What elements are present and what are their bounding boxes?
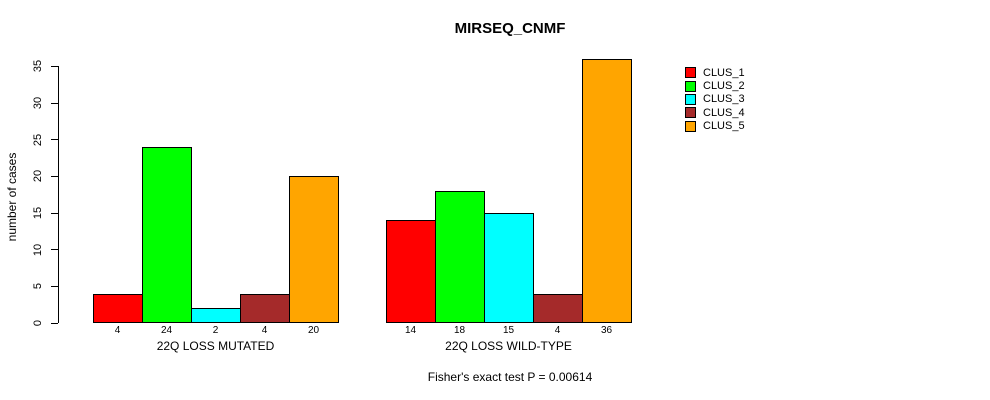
- bar-clus_1-group1: [93, 294, 143, 323]
- y-tick: [51, 285, 58, 287]
- y-tick-label: 20: [32, 170, 44, 183]
- bar-clus_3-group1: [191, 308, 241, 323]
- y-tick-label: 25: [32, 133, 44, 146]
- bar-value-label: 36: [600, 325, 613, 336]
- y-tick: [51, 65, 58, 67]
- legend-label: CLUS_3: [703, 93, 745, 106]
- legend-swatch: [685, 80, 696, 92]
- bar-clus_1-group2: [386, 220, 436, 323]
- legend-item: CLUS_3: [685, 93, 745, 106]
- legend-item: CLUS_4: [685, 106, 745, 119]
- bar-clus_2-group1: [142, 147, 192, 323]
- legend-swatch: [685, 120, 696, 132]
- bar-clus_3-group2: [484, 213, 534, 323]
- legend-label: CLUS_5: [703, 120, 745, 133]
- bar-clus_2-group2: [435, 191, 485, 323]
- legend: CLUS_1 CLUS_2 CLUS_3 CLUS_4 CLUS_5: [685, 66, 745, 133]
- chart-title: MIRSEQ_CNMF: [454, 20, 566, 37]
- legend-item: CLUS_5: [685, 120, 745, 133]
- y-tick-label: 5: [32, 283, 44, 290]
- y-tick: [51, 102, 58, 104]
- y-tick: [51, 175, 58, 177]
- bar-value-label: 24: [160, 325, 173, 336]
- bar-value-label: 4: [114, 325, 121, 336]
- bar-value-label: 15: [502, 325, 515, 336]
- legend-label: CLUS_2: [703, 80, 745, 93]
- bar-clus_5-group2: [582, 59, 632, 323]
- bar-clus_4-group2: [533, 294, 583, 323]
- y-axis-label: number of cases: [5, 152, 19, 242]
- group-label: 22Q LOSS MUTATED: [156, 339, 275, 353]
- legend-label: CLUS_4: [703, 106, 745, 119]
- y-tick-label: 10: [32, 243, 44, 256]
- legend-swatch: [685, 93, 696, 105]
- y-tick: [51, 212, 58, 214]
- y-tick-label: 0: [32, 319, 44, 327]
- legend-item: CLUS_1: [685, 66, 745, 79]
- y-tick: [51, 322, 58, 324]
- bar-value-label: 20: [307, 325, 320, 336]
- legend-swatch: [685, 67, 696, 79]
- legend-swatch: [685, 107, 696, 119]
- y-tick-label: 30: [32, 97, 44, 110]
- legend-item: CLUS_2: [685, 79, 745, 92]
- group-label: 22Q LOSS WILD-TYPE: [445, 339, 572, 353]
- y-axis-line: [58, 66, 59, 323]
- y-tick: [51, 249, 58, 251]
- y-tick: [51, 139, 58, 141]
- legend-label: CLUS_1: [703, 66, 745, 79]
- y-tick-label: 15: [32, 206, 44, 220]
- y-tick-label: 35: [32, 60, 44, 73]
- bar-value-label: 2: [212, 325, 219, 336]
- bar-value-label: 14: [404, 325, 417, 336]
- bar-value-label: 18: [453, 325, 466, 336]
- annotation-text: Fisher's exact test P = 0.00614: [427, 370, 593, 384]
- bar-clus_4-group1: [240, 294, 290, 323]
- bar-value-label: 4: [261, 325, 268, 336]
- bar-clus_5-group1: [289, 176, 339, 323]
- bar-value-label: 4: [554, 325, 561, 336]
